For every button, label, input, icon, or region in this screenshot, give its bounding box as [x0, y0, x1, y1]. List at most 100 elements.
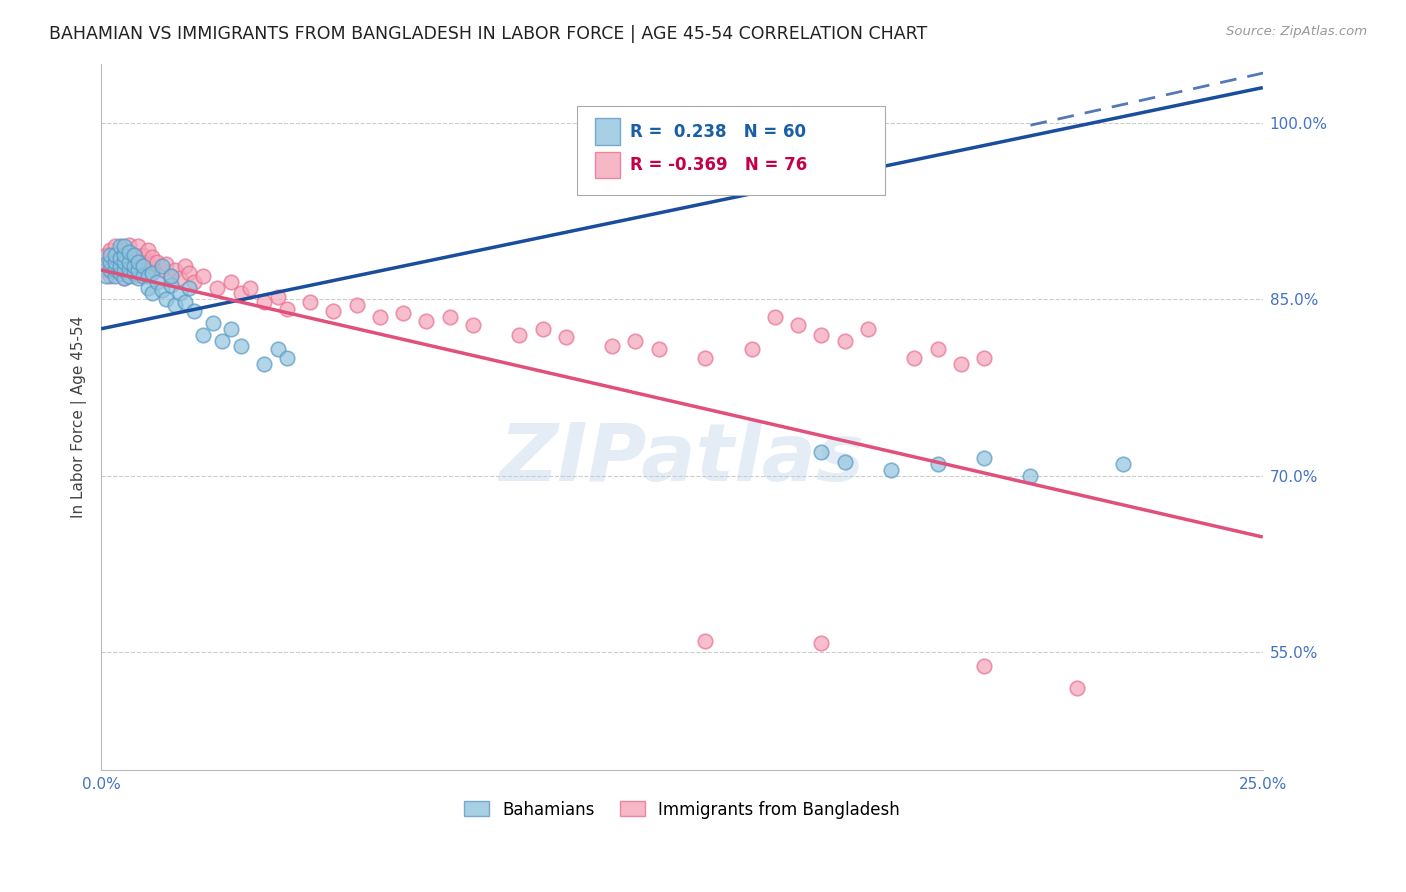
Point: [108, 267, 131, 281]
Point: [159, 268, 181, 283]
Point: [508, 327, 530, 342]
Point: [118, 268, 141, 283]
Point: [554, 330, 576, 344]
Point: [229, 339, 252, 353]
Point: [741, 342, 763, 356]
Point: [104, 252, 127, 267]
Text: Source: ZipAtlas.com: Source: ZipAtlas.com: [1226, 25, 1367, 38]
Point: [127, 254, 149, 268]
Point: [193, 327, 215, 342]
Point: [169, 286, 191, 301]
Point: [104, 254, 127, 268]
Point: [346, 298, 368, 312]
Point: [322, 304, 344, 318]
Point: [108, 251, 131, 265]
Point: [112, 247, 135, 261]
Point: [118, 261, 141, 276]
Point: [155, 257, 177, 271]
Point: [100, 268, 122, 283]
Point: [132, 260, 155, 274]
Point: [94, 247, 117, 261]
FancyBboxPatch shape: [595, 152, 620, 178]
Point: [155, 293, 177, 307]
Point: [118, 238, 141, 252]
Point: [108, 267, 131, 281]
Point: [108, 260, 131, 274]
Point: [193, 268, 215, 283]
Point: [132, 247, 155, 261]
Point: [949, 357, 972, 371]
Point: [104, 268, 127, 283]
Point: [100, 257, 122, 271]
Point: [146, 275, 169, 289]
Point: [695, 633, 717, 648]
Point: [132, 260, 155, 274]
Point: [100, 243, 122, 257]
Point: [392, 306, 415, 320]
Point: [810, 327, 832, 342]
Y-axis label: In Labor Force | Age 45-54: In Labor Force | Age 45-54: [72, 316, 87, 518]
Point: [150, 260, 173, 274]
Point: [118, 263, 141, 277]
Point: [695, 351, 717, 366]
Point: [118, 254, 141, 268]
Point: [127, 264, 149, 278]
Point: [173, 260, 195, 274]
Point: [299, 294, 322, 309]
Point: [624, 334, 647, 348]
Point: [127, 239, 149, 253]
Point: [973, 451, 995, 466]
Point: [179, 267, 201, 281]
Point: [211, 334, 233, 348]
Point: [122, 257, 145, 271]
Point: [122, 247, 145, 261]
Point: [159, 278, 181, 293]
Point: [253, 357, 276, 371]
Point: [136, 243, 159, 257]
Point: [219, 322, 242, 336]
Point: [903, 351, 925, 366]
Point: [112, 271, 135, 285]
Point: [136, 254, 159, 268]
Point: [122, 260, 145, 274]
Point: [165, 298, 187, 312]
Point: [276, 301, 298, 316]
Point: [207, 280, 229, 294]
Point: [100, 247, 122, 261]
Point: [94, 257, 117, 271]
Point: [112, 243, 135, 257]
Point: [112, 263, 135, 277]
Point: [104, 239, 127, 253]
Point: [973, 351, 995, 366]
Point: [415, 313, 437, 327]
Point: [141, 250, 163, 264]
Point: [141, 267, 163, 281]
Point: [239, 280, 262, 294]
Point: [100, 254, 122, 268]
Point: [201, 316, 224, 330]
Point: [104, 261, 127, 276]
Point: [132, 268, 155, 283]
Point: [183, 304, 205, 318]
Text: R = -0.369   N = 76: R = -0.369 N = 76: [630, 156, 807, 174]
Text: BAHAMIAN VS IMMIGRANTS FROM BANGLADESH IN LABOR FORCE | AGE 45-54 CORRELATION CH: BAHAMIAN VS IMMIGRANTS FROM BANGLADESH I…: [49, 25, 928, 43]
Point: [810, 445, 832, 459]
Point: [127, 263, 149, 277]
Point: [787, 318, 810, 333]
FancyBboxPatch shape: [595, 119, 620, 145]
Point: [648, 342, 671, 356]
Point: [122, 267, 145, 281]
Point: [118, 251, 141, 265]
Point: [122, 268, 145, 283]
Point: [927, 342, 949, 356]
Point: [165, 263, 187, 277]
Point: [183, 275, 205, 289]
Text: ZIPatlas: ZIPatlas: [499, 420, 865, 499]
Point: [880, 463, 903, 477]
Point: [122, 247, 145, 261]
Point: [127, 254, 149, 268]
Point: [112, 260, 135, 274]
Point: [810, 636, 832, 650]
Point: [267, 342, 290, 356]
Point: [104, 247, 127, 261]
